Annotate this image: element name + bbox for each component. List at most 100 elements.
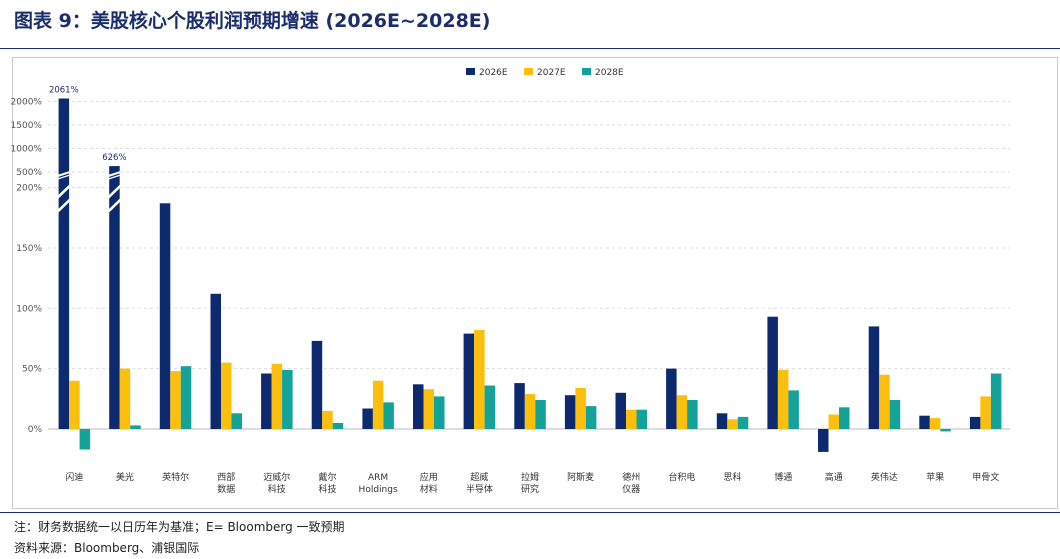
y-axis: 0% 50% 100% 150% 200% 500% 1000% 1500% 2000% <box>11 97 43 435</box>
y-tick-label: 1000% <box>11 144 43 154</box>
bar-2027E-0 <box>69 380 80 429</box>
bar-break-mark <box>107 198 122 213</box>
bar-2027E-7 <box>423 389 434 429</box>
bar-2028E-11 <box>636 409 647 429</box>
bar-2027E-5 <box>322 410 333 429</box>
bar-2028E-4 <box>282 369 293 429</box>
bar-2027E-15 <box>828 414 839 429</box>
x-tick-label: 科技 <box>268 483 286 495</box>
y-tick-label: 2000% <box>11 97 43 107</box>
bar-2026E-11 <box>615 392 626 429</box>
bar-2027E-11 <box>626 409 637 429</box>
bar-2026E-1 <box>109 166 120 429</box>
bar-2026E-8 <box>463 333 475 429</box>
legend-label-2026E: 2026E <box>479 68 508 78</box>
bar-2026E-4 <box>261 373 272 429</box>
bar-2027E-3 <box>221 362 232 429</box>
bar-2026E-15 <box>818 429 829 452</box>
bar-2026E-5 <box>311 340 323 429</box>
bars <box>58 98 1002 452</box>
x-tick-label: 数据 <box>217 483 235 495</box>
bar-2027E-6 <box>372 380 384 429</box>
legend-swatch-2027E <box>524 68 533 75</box>
bar-break-mark <box>57 174 71 180</box>
legend-label-2027E: 2027E <box>537 68 566 78</box>
bar-2028E-1 <box>130 425 141 429</box>
x-tick-label: 半导体 <box>466 483 493 495</box>
x-tick-label: 研究 <box>521 483 539 495</box>
figure-title: 图表 9：美股核心个股利润预期增速 (2026E~2028E) <box>14 10 491 32</box>
data-label: 2061% <box>49 86 79 96</box>
bar-2027E-13 <box>727 419 738 429</box>
x-tick-label: 拉姆 <box>521 471 539 483</box>
bar-2028E-5 <box>332 423 344 429</box>
x-tick-label: 英特尔 <box>162 471 189 483</box>
bar-2027E-12 <box>676 395 688 429</box>
bar-2027E-16 <box>879 374 890 429</box>
bar-2028E-13 <box>737 416 749 429</box>
footer-divider <box>0 512 1060 513</box>
bar-2026E-7 <box>413 384 424 429</box>
x-tick-label: 台积电 <box>668 471 695 483</box>
bar-2027E-14 <box>777 369 789 429</box>
x-tick-label: 德州 <box>622 471 640 483</box>
bar-break-mark <box>107 170 122 178</box>
bar-2026E-14 <box>767 316 778 429</box>
chart-frame <box>12 57 1058 509</box>
x-tick-label: 博通 <box>774 471 792 483</box>
axis-gap <box>46 174 1012 185</box>
bar-2028E-9 <box>535 400 546 429</box>
legend: 2026E 2027E 2028E <box>466 68 624 78</box>
bar-2026E-13 <box>716 413 728 429</box>
bar-2026E-12 <box>666 368 677 429</box>
bar-break-mark <box>56 198 71 213</box>
x-tick-label: 闪迪 <box>65 471 83 483</box>
legend-label-2028E: 2028E <box>595 68 624 78</box>
y-tick-label: 50% <box>22 365 42 375</box>
footnote: 注：财务数据统一以日历年为基准；E= Bloomberg 一致预期 <box>14 520 345 534</box>
bar-2027E-18 <box>980 396 991 429</box>
bar-2027E-2 <box>170 371 181 429</box>
category-labels: 闪迪 美光 英特尔 西部数据迈威尔科技戴尔科技ARMHoldings应用材料超威半导体… <box>49 86 999 496</box>
bar-2028E-6 <box>383 402 394 429</box>
x-tick-label: 超威 <box>470 471 488 483</box>
y-tick-label: 150% <box>16 244 42 254</box>
x-tick-label: 高通 <box>825 471 843 483</box>
bar-2026E-18 <box>969 416 981 429</box>
data-label: 626% <box>102 153 126 163</box>
bar-2028E-7 <box>434 396 445 429</box>
bar-2028E-8 <box>484 385 496 429</box>
bar-2026E-9 <box>514 383 525 429</box>
bar-break-mark <box>57 170 71 178</box>
bar-break-mark <box>108 174 121 180</box>
bar-break-mark <box>107 184 122 199</box>
x-tick-label: 甲骨文 <box>972 471 999 483</box>
x-tick-label: 材料 <box>420 483 438 495</box>
bar-2028E-0 <box>79 429 91 450</box>
bar-2026E-10 <box>564 395 576 429</box>
bar-2028E-3 <box>231 413 242 429</box>
x-tick-label: 苹果 <box>926 471 944 483</box>
bar-2028E-2 <box>180 366 192 429</box>
legend-swatch-2028E <box>582 68 591 75</box>
source-note: 资料来源：Bloomberg、浦银国际 <box>14 541 200 555</box>
bar-2028E-14 <box>788 390 799 429</box>
bar-2028E-18 <box>990 373 1002 429</box>
x-tick-label: 迈威尔 <box>263 471 290 483</box>
bar-2027E-9 <box>524 394 536 429</box>
bar-2027E-8 <box>474 330 485 429</box>
bar-2027E-10 <box>575 388 586 429</box>
bar-2026E-6 <box>362 408 373 429</box>
bar-2028E-17 <box>940 429 951 432</box>
bar-2028E-10 <box>585 406 597 429</box>
bar-2027E-17 <box>929 418 941 429</box>
y-tick-label: 200% <box>16 184 42 194</box>
bar-2026E-2 <box>159 203 171 429</box>
y-tick-label: 500% <box>16 168 42 178</box>
y-tick-label: 0% <box>28 425 43 435</box>
bar-2027E-4 <box>271 363 283 429</box>
x-tick-label: 思科 <box>723 471 741 483</box>
bar-break-mark <box>56 184 71 199</box>
x-tick-label: 阿斯麦 <box>567 471 594 483</box>
bar-2028E-12 <box>687 400 698 429</box>
